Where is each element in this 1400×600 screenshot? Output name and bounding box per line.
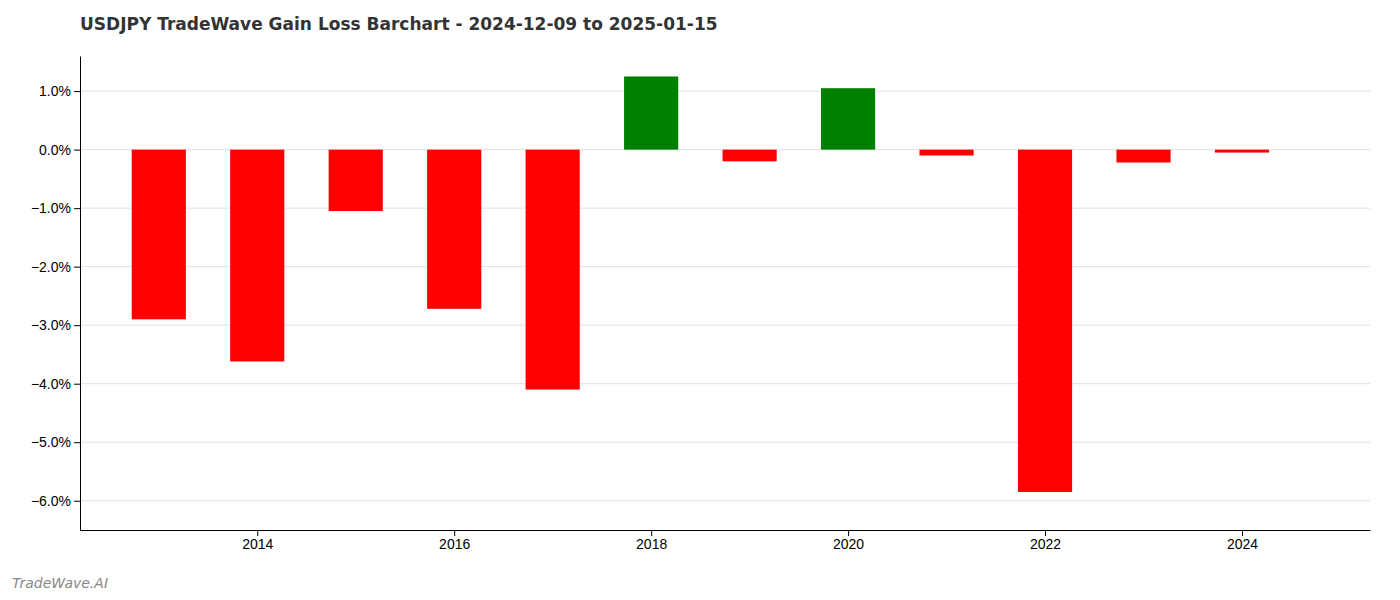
bar [132, 150, 186, 320]
grid-line [80, 442, 1370, 443]
y-tick-mark [74, 442, 80, 443]
y-tick: −5.0% [31, 434, 80, 450]
chart: 1.0% 0.0% −1.0% −2.0% −3.0% −4.0% −5.0% −6.0% 20… [0, 0, 1400, 600]
y-tick: −2.0% [31, 259, 80, 275]
grid-line [80, 91, 1370, 92]
y-tick-label: −1.0% [31, 200, 71, 216]
y-tick-label: −4.0% [31, 376, 71, 392]
y-tick: 1.0% [39, 83, 80, 99]
x-tick-label: 2024 [1227, 536, 1258, 552]
y-tick: −1.0% [31, 200, 80, 216]
x-tick: 2014 [242, 530, 273, 552]
x-tick: 2016 [439, 530, 470, 552]
watermark: TradeWave.AI [12, 575, 108, 591]
y-tick-label: −5.0% [31, 434, 71, 450]
bar [919, 150, 973, 156]
bar [624, 76, 678, 149]
y-tick-label: 1.0% [39, 83, 71, 99]
bar [230, 150, 284, 362]
bar [526, 150, 580, 390]
y-tick-mark [74, 267, 80, 268]
x-tick: 2024 [1227, 530, 1258, 552]
y-tick-mark [74, 208, 80, 209]
x-tick-label: 2016 [439, 536, 470, 552]
bar [1018, 150, 1072, 492]
grid-line [80, 500, 1370, 501]
bar [1215, 150, 1269, 153]
bar [329, 150, 383, 211]
y-tick: 0.0% [39, 142, 80, 158]
y-tick-mark [74, 150, 80, 151]
y-tick: −4.0% [31, 376, 80, 392]
y-axis-line [80, 57, 81, 531]
x-tick-label: 2018 [636, 536, 667, 552]
y-tick: −3.0% [31, 317, 80, 333]
y-tick-mark [74, 325, 80, 326]
y-tick-label: 0.0% [39, 142, 71, 158]
y-tick-label: −6.0% [31, 493, 71, 509]
x-tick: 2020 [833, 530, 864, 552]
x-tick-label: 2022 [1030, 536, 1061, 552]
y-axis: 1.0% 0.0% −1.0% −2.0% −3.0% −4.0% −5.0% −6.0% [31, 57, 81, 531]
bar [1116, 150, 1170, 163]
y-tick-mark [74, 91, 80, 92]
grid [80, 91, 1370, 501]
x-tick: 2018 [636, 530, 667, 552]
y-tick-mark [74, 384, 80, 385]
plot-area [132, 76, 1269, 491]
bar [821, 88, 875, 149]
grid-line [80, 383, 1370, 384]
bar [723, 150, 777, 162]
y-tick-label: −2.0% [31, 259, 71, 275]
y-tick-label: −3.0% [31, 317, 71, 333]
x-axis-line [81, 530, 1371, 531]
x-tick-label: 2014 [242, 536, 273, 552]
title: USDJPY TradeWave Gain Loss Barchart - 20… [80, 14, 718, 34]
x-axis: 2014 2016 2018 2020 2022 2024 [81, 530, 1371, 552]
y-tick-mark [74, 501, 80, 502]
x-tick-label: 2020 [833, 536, 864, 552]
bar [427, 150, 481, 309]
x-tick: 2022 [1030, 530, 1061, 552]
y-tick: −6.0% [31, 493, 80, 509]
